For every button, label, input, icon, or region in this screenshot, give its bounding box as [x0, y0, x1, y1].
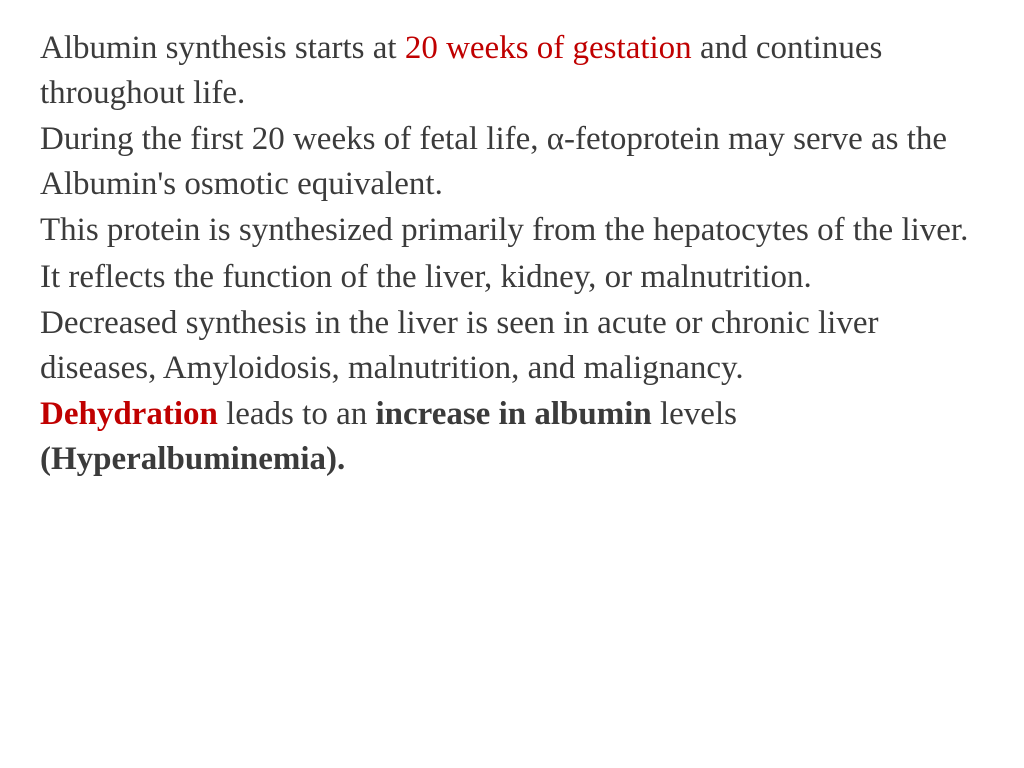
text-segment: levels: [652, 396, 737, 432]
paragraph-5: Decreased synthesis in the liver is seen…: [40, 301, 984, 390]
text-segment: leads to an: [218, 396, 376, 432]
slide-body: Albumin synthesis starts at 20 weeks of …: [0, 0, 1024, 768]
text-segment: This protein is synthesized primarily fr…: [40, 212, 968, 248]
paragraph-2: During the first 20 weeks of fetal life,…: [40, 117, 984, 206]
paragraph-4: It reflects the function of the liver, k…: [40, 255, 984, 300]
text-segment-bold: (Hyperalbuminemia).: [40, 441, 345, 477]
paragraph-3: This protein is synthesized primarily fr…: [40, 208, 984, 253]
paragraph-1: Albumin synthesis starts at 20 weeks of …: [40, 26, 984, 115]
text-segment: Decreased synthesis in the liver is seen…: [40, 305, 878, 386]
text-segment: During the first 20 weeks of fetal life,…: [40, 121, 947, 202]
text-segment-highlight-bold: Dehydration: [40, 396, 218, 432]
text-segment-bold: increase in albumin: [375, 396, 651, 432]
text-segment-highlight: 20 weeks of gestation: [405, 30, 692, 66]
paragraph-6: Dehydration leads to an increase in albu…: [40, 392, 984, 481]
text-segment: It reflects the function of the liver, k…: [40, 259, 812, 295]
text-segment: Albumin synthesis starts at: [40, 30, 405, 66]
